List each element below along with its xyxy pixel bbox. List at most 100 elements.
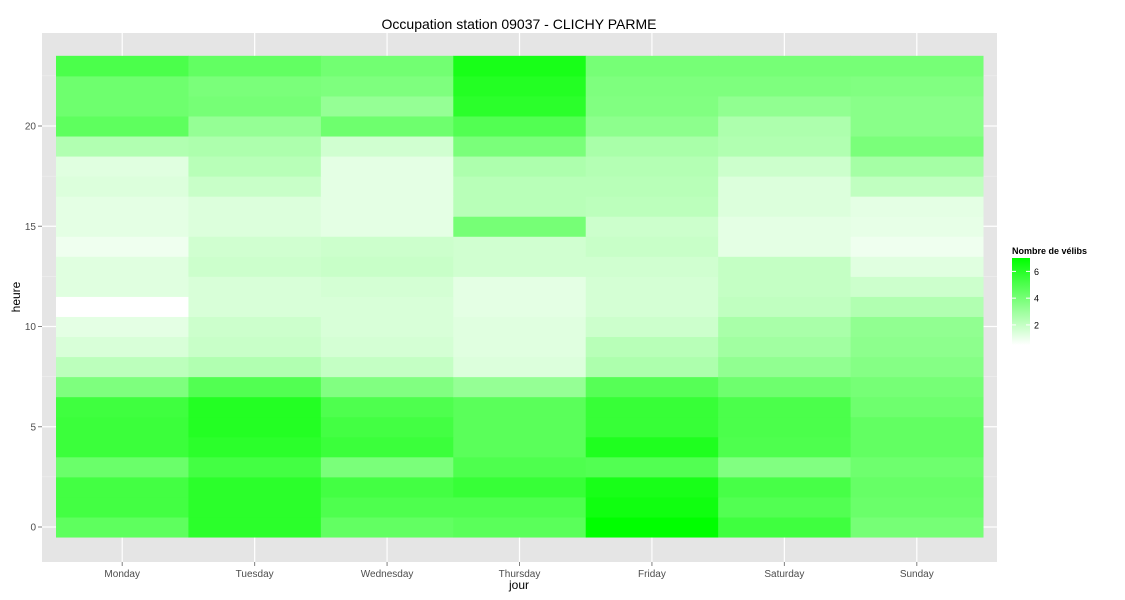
heatmap-cell — [320, 436, 454, 458]
heatmap-tiles — [56, 55, 984, 538]
y-tick-label: 10 — [25, 322, 37, 333]
heatmap-cell — [850, 376, 984, 398]
heatmap-cell — [320, 496, 454, 518]
heatmap-cell — [188, 316, 322, 338]
heatmap-cell — [718, 156, 852, 177]
heatmap-cell — [585, 95, 719, 117]
heatmap-cell — [718, 356, 852, 378]
heatmap-cell — [585, 176, 719, 197]
heatmap-cell — [188, 55, 322, 77]
heatmap-cell — [585, 416, 719, 438]
heatmap-cell — [453, 336, 587, 358]
heatmap-cell — [320, 196, 454, 217]
heatmap-cell — [320, 516, 454, 538]
heatmap-cell — [585, 436, 719, 458]
heatmap-cell — [850, 396, 984, 418]
heatmap-cell — [453, 456, 587, 478]
heatmap-cell — [718, 456, 852, 478]
heatmap-cell — [585, 496, 719, 518]
heatmap-cell — [188, 156, 322, 177]
heatmap-cell — [56, 75, 189, 97]
x-axis: Monday Tuesday Wednesday Thursday Friday Satu… — [104, 562, 934, 580]
heatmap-cell — [850, 196, 984, 217]
heatmap-cell — [320, 75, 454, 97]
heatmap-cell — [188, 256, 322, 277]
heatmap-cell — [850, 95, 984, 117]
heatmap-cell — [585, 75, 719, 97]
heatmap-cell — [850, 136, 984, 157]
heatmap-cell — [56, 276, 189, 297]
heatmap-cell — [453, 196, 587, 217]
heatmap-cell — [188, 296, 322, 317]
heatmap-cell — [453, 115, 587, 137]
heatmap-cell — [718, 236, 852, 257]
heatmap-cell — [850, 336, 984, 358]
heatmap-cell — [56, 296, 189, 317]
heatmap-cell — [56, 356, 189, 378]
heatmap-cell — [585, 115, 719, 137]
heatmap-cell — [585, 136, 719, 157]
heatmap-cell — [453, 256, 587, 277]
heatmap-cell — [585, 456, 719, 478]
heatmap-cell — [850, 356, 984, 378]
x-tick-label: Tuesday — [236, 569, 274, 580]
heatmap-cell — [320, 236, 454, 257]
heatmap-cell — [585, 296, 719, 317]
heatmap-cell — [56, 95, 189, 117]
heatmap-cell — [850, 476, 984, 498]
legend-tick-label: 4 — [1034, 294, 1039, 304]
heatmap-cell — [453, 236, 587, 257]
heatmap-cell — [320, 356, 454, 378]
heatmap-cell — [718, 496, 852, 518]
heatmap-cell — [585, 336, 719, 358]
heatmap-cell — [850, 296, 984, 317]
color-legend: Nombre de vélibs 2 4 6 — [1012, 246, 1087, 345]
heatmap-cell — [850, 456, 984, 478]
heatmap-cell — [188, 436, 322, 458]
heatmap-cell — [188, 396, 322, 418]
heatmap-cell — [320, 456, 454, 478]
heatmap-cell — [718, 336, 852, 358]
heatmap-cell — [320, 396, 454, 418]
heatmap-cell — [56, 115, 189, 137]
heatmap-cell — [320, 476, 454, 498]
legend-ticks: 2 4 6 — [1012, 267, 1039, 330]
heatmap-cell — [453, 75, 587, 97]
heatmap-cell — [585, 376, 719, 398]
heatmap-cell — [56, 216, 189, 237]
heatmap-cell — [56, 236, 189, 257]
heatmap-cell — [453, 396, 587, 418]
heatmap-cell — [188, 196, 322, 217]
x-tick-label: Saturday — [764, 569, 804, 580]
heatmap-cell — [320, 55, 454, 77]
heatmap-cell — [850, 316, 984, 338]
y-tick-label: 5 — [30, 422, 36, 433]
heatmap-cell — [188, 136, 322, 157]
heatmap-cell — [718, 136, 852, 157]
x-tick-label: Monday — [104, 569, 140, 580]
heatmap-cell — [718, 416, 852, 438]
heatmap-cell — [453, 216, 587, 237]
heatmap-cell — [850, 216, 984, 237]
heatmap-cell — [188, 115, 322, 137]
heatmap-cell — [453, 55, 587, 77]
heatmap-cell — [585, 516, 719, 538]
heatmap-cell — [850, 256, 984, 277]
heatmap-cell — [56, 436, 189, 458]
heatmap-cell — [56, 496, 189, 518]
heatmap-cell — [585, 196, 719, 217]
heatmap-cell — [585, 396, 719, 418]
legend-title: Nombre de vélibs — [1012, 246, 1087, 256]
heatmap-cell — [453, 276, 587, 297]
heatmap-cell — [320, 276, 454, 297]
heatmap-cell — [56, 516, 189, 538]
heatmap-cell — [718, 296, 852, 317]
heatmap-cell — [188, 176, 322, 197]
heatmap-cell — [850, 496, 984, 518]
heatmap-cell — [453, 436, 587, 458]
heatmap-cell — [850, 55, 984, 77]
heatmap-cell — [453, 316, 587, 338]
heatmap-cell — [188, 496, 322, 518]
heatmap-cell — [718, 196, 852, 217]
